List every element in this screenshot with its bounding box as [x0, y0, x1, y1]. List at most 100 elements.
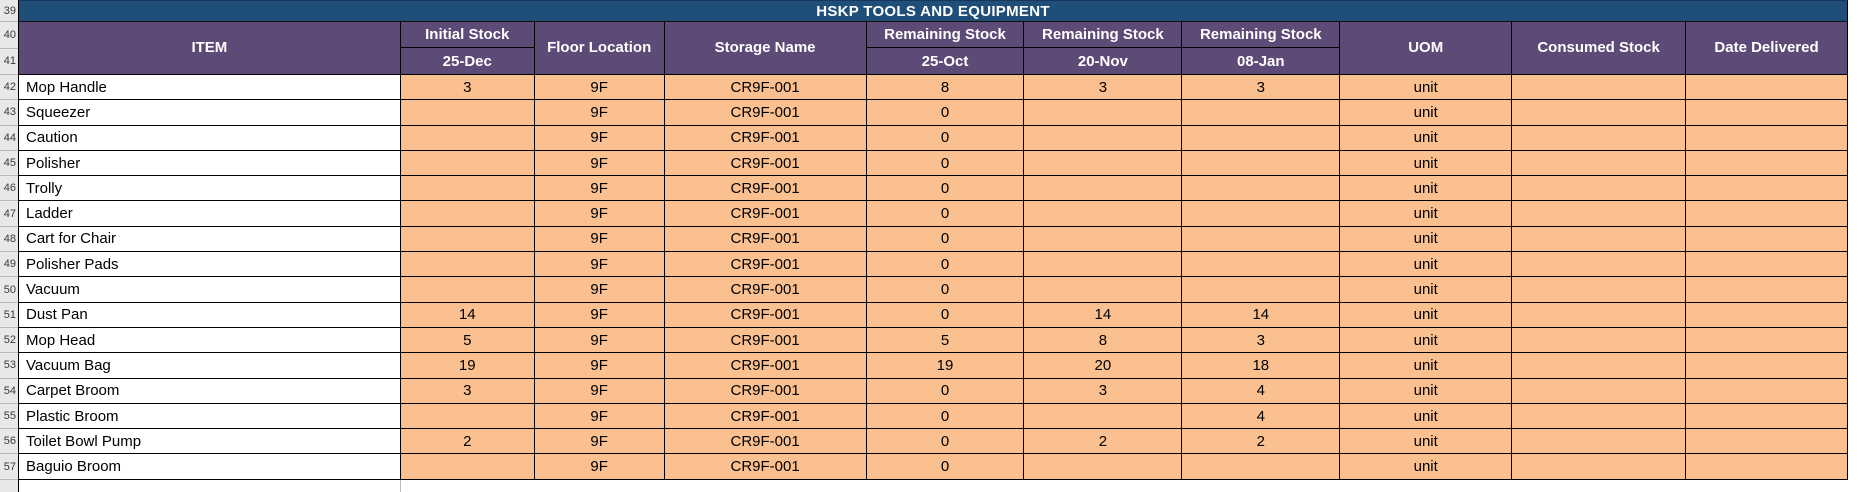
remaining-oct-cell[interactable]: 8	[866, 75, 1025, 101]
header-floor-location[interactable]: Floor Location	[534, 22, 665, 75]
consumed-stock-cell[interactable]	[1512, 454, 1687, 480]
remaining-nov-cell[interactable]: 8	[1024, 327, 1183, 354]
floor-location-cell[interactable]: 9F	[534, 277, 665, 303]
storage-name-cell[interactable]: CR9F-001	[664, 429, 867, 455]
remaining-nov-cell[interactable]: 3	[1024, 75, 1183, 101]
uom-cell[interactable]: unit	[1340, 327, 1513, 354]
remaining-nov-cell[interactable]	[1024, 150, 1183, 177]
consumed-stock-cell[interactable]	[1512, 176, 1687, 202]
floor-location-cell[interactable]: 9F	[534, 176, 665, 202]
initial-stock-cell[interactable]	[400, 201, 535, 227]
header-initial-stock[interactable]: Initial Stock 25-Dec	[400, 22, 535, 75]
row-number[interactable]: 47	[0, 201, 18, 227]
initial-stock-cell[interactable]: 5	[400, 327, 535, 354]
date-delivered-cell[interactable]	[1686, 252, 1848, 278]
date-delivered-cell[interactable]	[1686, 403, 1848, 430]
initial-stock-cell[interactable]: 19	[400, 353, 535, 379]
header-item[interactable]: ITEM	[19, 22, 401, 75]
date-delivered-cell[interactable]	[1686, 150, 1848, 177]
date-delivered-cell[interactable]	[1686, 201, 1848, 227]
storage-name-cell[interactable]: CR9F-001	[664, 226, 867, 253]
uom-cell[interactable]: unit	[1340, 150, 1513, 177]
initial-stock-cell[interactable]	[400, 252, 535, 278]
date-delivered-cell[interactable]	[1686, 100, 1848, 126]
remaining-oct-cell[interactable]: 0	[866, 201, 1025, 227]
header-remaining-stock-oct[interactable]: Remaining Stock 25-Oct	[866, 22, 1025, 75]
row-number[interactable]: 49	[0, 252, 18, 278]
remaining-jan-cell[interactable]	[1182, 252, 1341, 278]
header-storage-name[interactable]: Storage Name	[664, 22, 867, 75]
item-cell[interactable]: Vacuum Bag	[19, 353, 401, 379]
floor-location-cell[interactable]: 9F	[534, 252, 665, 278]
remaining-oct-cell[interactable]: 0	[866, 176, 1025, 202]
storage-name-cell[interactable]: CR9F-001	[664, 327, 867, 354]
date-delivered-cell[interactable]	[1686, 378, 1848, 404]
consumed-stock-cell[interactable]	[1512, 378, 1687, 404]
item-cell[interactable]: Toilet Bowl Pump	[19, 429, 401, 455]
item-cell[interactable]: Plastic Broom	[19, 403, 401, 430]
initial-stock-cell[interactable]: 3	[400, 378, 535, 404]
uom-cell[interactable]: unit	[1340, 100, 1513, 126]
uom-cell[interactable]: unit	[1340, 252, 1513, 278]
table-title-bar[interactable]: HSKP TOOLS AND EQUIPMENT	[19, 0, 1848, 22]
remaining-jan-cell[interactable]	[1182, 125, 1341, 151]
item-cell[interactable]: Caution	[19, 125, 401, 151]
initial-stock-cell[interactable]	[400, 125, 535, 151]
initial-stock-cell[interactable]	[400, 150, 535, 177]
consumed-stock-cell[interactable]	[1512, 429, 1687, 455]
remaining-oct-cell[interactable]: 0	[866, 277, 1025, 303]
item-cell[interactable]: Polisher Pads	[19, 252, 401, 278]
item-cell[interactable]: Carpet Broom	[19, 378, 401, 404]
storage-name-cell[interactable]: CR9F-001	[664, 150, 867, 177]
initial-stock-cell[interactable]	[400, 403, 535, 430]
initial-stock-cell[interactable]	[400, 176, 535, 202]
row-number[interactable]: 55	[0, 404, 18, 430]
consumed-stock-cell[interactable]	[1512, 226, 1687, 253]
initial-stock-cell[interactable]: 3	[400, 75, 535, 101]
floor-location-cell[interactable]: 9F	[534, 201, 665, 227]
remaining-oct-cell[interactable]: 0	[866, 100, 1025, 126]
row-number[interactable]: 44	[0, 126, 18, 151]
storage-name-cell[interactable]: CR9F-001	[664, 302, 867, 328]
uom-cell[interactable]: unit	[1340, 454, 1513, 480]
storage-name-cell[interactable]: CR9F-001	[664, 176, 867, 202]
remaining-oct-cell[interactable]: 0	[866, 252, 1025, 278]
floor-location-cell[interactable]: 9F	[534, 454, 665, 480]
initial-stock-cell[interactable]: 2	[400, 429, 535, 455]
uom-cell[interactable]: unit	[1340, 302, 1513, 328]
consumed-stock-cell[interactable]	[1512, 403, 1687, 430]
remaining-nov-cell[interactable]	[1024, 226, 1183, 253]
storage-name-cell[interactable]: CR9F-001	[664, 75, 867, 101]
remaining-jan-cell[interactable]: 2	[1182, 429, 1341, 455]
date-delivered-cell[interactable]	[1686, 125, 1848, 151]
uom-cell[interactable]: unit	[1340, 226, 1513, 253]
storage-name-cell[interactable]: CR9F-001	[664, 252, 867, 278]
uom-cell[interactable]: unit	[1340, 125, 1513, 151]
remaining-nov-cell[interactable]	[1024, 176, 1183, 202]
storage-name-cell[interactable]: CR9F-001	[664, 100, 867, 126]
row-number[interactable]: 42	[0, 75, 18, 101]
remaining-nov-cell[interactable]	[1024, 252, 1183, 278]
row-number[interactable]: 51	[0, 303, 18, 328]
storage-name-cell[interactable]: CR9F-001	[664, 201, 867, 227]
remaining-jan-cell[interactable]: 3	[1182, 327, 1341, 354]
initial-stock-cell[interactable]	[400, 100, 535, 126]
remaining-nov-cell[interactable]	[1024, 100, 1183, 126]
remaining-nov-cell[interactable]	[1024, 454, 1183, 480]
remaining-nov-cell[interactable]	[1024, 201, 1183, 227]
row-number[interactable]: 48	[0, 227, 18, 253]
row-number[interactable]: 43	[0, 100, 18, 126]
item-cell[interactable]: Vacuum	[19, 277, 401, 303]
remaining-jan-cell[interactable]: 14	[1182, 302, 1341, 328]
floor-location-cell[interactable]: 9F	[534, 403, 665, 430]
remaining-jan-cell[interactable]: 3	[1182, 75, 1341, 101]
remaining-oct-cell[interactable]: 0	[866, 150, 1025, 177]
floor-location-cell[interactable]: 9F	[534, 100, 665, 126]
remaining-jan-cell[interactable]	[1182, 176, 1341, 202]
initial-stock-cell[interactable]	[400, 226, 535, 253]
floor-location-cell[interactable]: 9F	[534, 429, 665, 455]
initial-stock-cell[interactable]	[400, 277, 535, 303]
floor-location-cell[interactable]: 9F	[534, 327, 665, 354]
remaining-oct-cell[interactable]: 0	[866, 403, 1025, 430]
remaining-nov-cell[interactable]	[1024, 403, 1183, 430]
